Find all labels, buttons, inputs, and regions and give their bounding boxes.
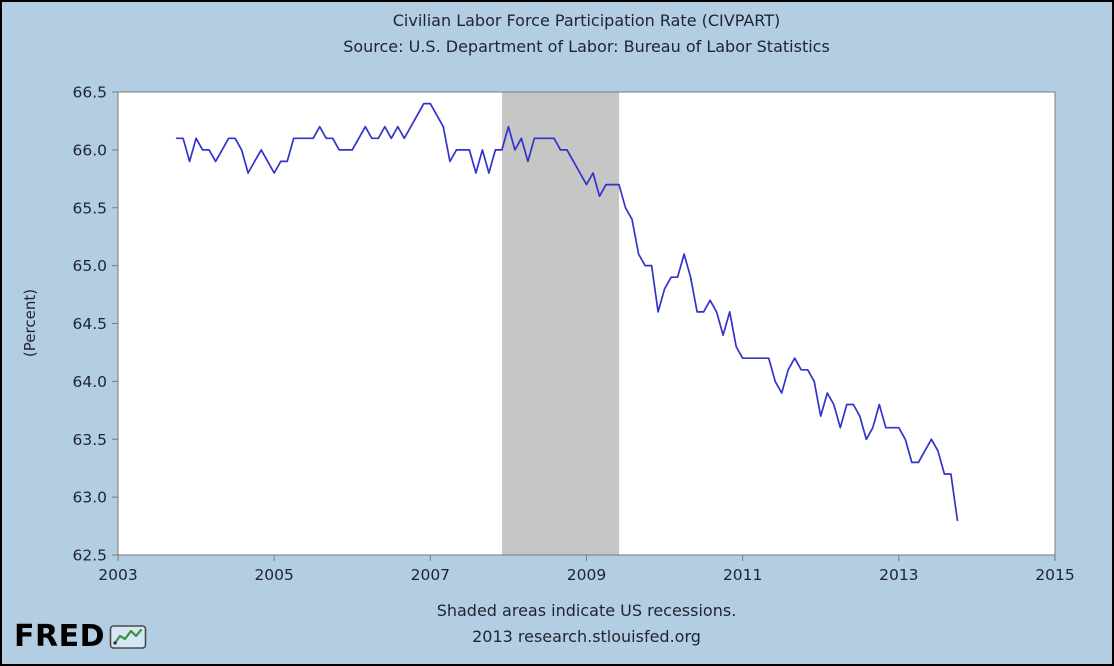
fred-logo: FRED [14,622,147,652]
x-tick-label: 2003 [98,566,137,584]
y-tick-label: 65.0 [72,257,107,275]
x-tick-label: 2007 [411,566,450,584]
recession-band [501,92,620,555]
y-tick-label: 62.5 [72,547,107,565]
chart-title: Civilian Labor Force Participation Rate … [392,11,781,30]
source-credit: 2013 research.stlouisfed.org [472,627,701,646]
y-axis-label: (Percent) [21,288,39,358]
data-line-civpart [175,102,959,522]
x-tick-label: 2013 [879,566,918,584]
x-tick-label: 2011 [723,566,762,584]
x-tick-label: 2015 [1035,566,1074,584]
y-tick-label: 64.5 [72,315,107,333]
x-tick-label: 2009 [567,566,606,584]
line-chart-icon [109,625,147,649]
recession-note: Shaded areas indicate US recessions. [436,601,737,620]
x-tick-label: 2005 [254,566,293,584]
chart-header: Civilian Labor Force Participation Rate … [118,8,1055,60]
plot-frame [117,91,1056,556]
y-tick-label: 66.5 [72,84,107,102]
y-tick-label: 64.0 [72,373,107,391]
y-tick-label: 63.5 [72,431,107,449]
y-tick-label: 65.5 [72,199,107,217]
y-tick-label: 66.0 [72,141,107,159]
fred-logo-text: FRED [14,619,105,654]
chart-subtitle: Source: U.S. Department of Labor: Bureau… [343,37,830,56]
chart-footnotes: Shaded areas indicate US recessions. 201… [118,598,1055,650]
y-tick-label: 63.0 [72,489,107,507]
